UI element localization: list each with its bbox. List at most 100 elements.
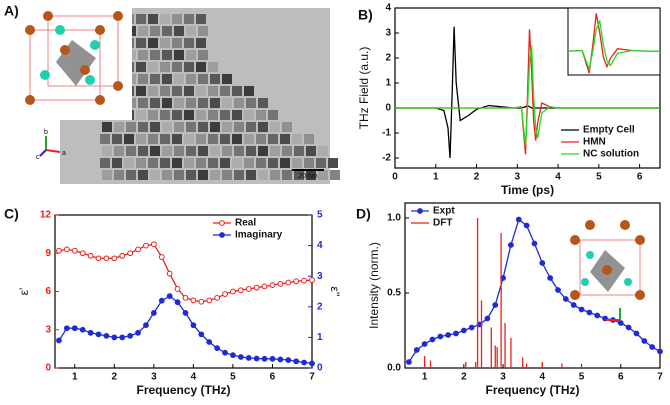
- marker: [293, 358, 300, 365]
- marker: [484, 315, 491, 322]
- x-tick-label: 3: [151, 372, 157, 383]
- nanocube: [124, 134, 134, 144]
- marker: [87, 252, 94, 259]
- nanocube: [268, 134, 278, 144]
- atom-cs: [40, 70, 50, 80]
- nanocube: [232, 86, 242, 96]
- atom-pb: [635, 290, 645, 300]
- marker: [406, 359, 412, 365]
- marker: [429, 336, 436, 343]
- nanocube: [246, 122, 256, 132]
- nanocube: [184, 14, 194, 24]
- legend-marker: [219, 232, 225, 238]
- nanocube: [150, 50, 160, 60]
- marker: [206, 297, 213, 304]
- marker: [309, 277, 315, 283]
- nanocube: [268, 158, 278, 168]
- marker: [143, 322, 149, 329]
- nanocube: [160, 110, 170, 120]
- legend-label: HMN: [583, 137, 606, 148]
- marker: [63, 325, 70, 332]
- y-tick-label: 6: [45, 286, 51, 297]
- y-tick-label: 9: [45, 248, 51, 259]
- marker: [594, 312, 601, 319]
- marker: [641, 338, 648, 344]
- marker: [586, 309, 593, 316]
- nanocube: [160, 134, 170, 144]
- y-tick-label: 4: [317, 240, 323, 251]
- marker: [119, 334, 126, 341]
- nanocube: [268, 110, 278, 120]
- series-line: [58, 243, 313, 303]
- nanocube: [210, 170, 220, 180]
- marker: [625, 324, 632, 331]
- atom-cs: [586, 251, 594, 259]
- marker: [158, 254, 165, 260]
- nanocube: [196, 86, 206, 96]
- marker: [269, 355, 276, 362]
- marker: [135, 329, 141, 336]
- nanocube: [186, 74, 196, 84]
- marker: [71, 325, 78, 332]
- y-tick-label: 3: [45, 324, 51, 335]
- x-tick-label: 2: [112, 372, 118, 383]
- nanocube: [126, 146, 136, 156]
- legend-label: NC solution: [583, 149, 639, 160]
- atom-cs: [624, 278, 632, 286]
- marker: [198, 331, 205, 338]
- nanocube: [282, 122, 292, 132]
- atom-cs: [85, 75, 95, 85]
- scale-bar-label: 20 nm: [298, 173, 318, 180]
- atom-pb: [620, 220, 630, 230]
- marker: [657, 348, 663, 355]
- marker: [143, 242, 149, 249]
- legend-label: Empty Cell: [583, 125, 635, 136]
- nanocube: [258, 170, 268, 180]
- nanocube: [184, 62, 194, 72]
- nanocube: [196, 158, 206, 168]
- marker: [135, 246, 141, 253]
- marker: [301, 277, 307, 284]
- nanocube: [124, 158, 134, 168]
- nanocube: [160, 62, 170, 72]
- atom-cs: [90, 40, 100, 50]
- nanocube: [150, 26, 160, 36]
- nanocube: [258, 146, 268, 156]
- nanocube: [220, 134, 230, 144]
- nanocube: [256, 134, 266, 144]
- marker: [56, 247, 62, 254]
- nanocube: [222, 170, 232, 180]
- nanocube: [150, 98, 160, 108]
- marker: [445, 332, 452, 338]
- marker: [245, 355, 252, 361]
- nanocube: [198, 170, 208, 180]
- nanocube: [148, 38, 158, 48]
- marker: [301, 359, 307, 366]
- nanocube: [258, 98, 268, 108]
- y-tick-label: 0: [45, 363, 51, 374]
- atom-pb: [95, 95, 105, 105]
- x-tick-label: 2: [461, 372, 467, 383]
- nanocube: [282, 170, 292, 180]
- y-tick-label: 4: [385, 3, 391, 14]
- nanocube: [318, 146, 328, 156]
- x-tick-label: 1: [422, 372, 428, 383]
- y-tick-label: -1: [382, 128, 391, 139]
- nanocube: [196, 14, 206, 24]
- nanocube: [148, 110, 158, 120]
- y-tick-label: 3: [385, 28, 391, 39]
- marker: [103, 332, 110, 339]
- nanocube: [294, 170, 304, 180]
- marker: [79, 326, 86, 333]
- nanocube: [220, 86, 230, 96]
- nanocube: [208, 86, 218, 96]
- marker: [539, 260, 546, 266]
- nanocube: [246, 146, 256, 156]
- nanocube: [162, 146, 172, 156]
- nanocube: [256, 110, 266, 120]
- legend-label: DFT: [433, 218, 452, 229]
- marker: [150, 310, 157, 316]
- nanocube: [162, 50, 172, 60]
- marker: [285, 279, 292, 286]
